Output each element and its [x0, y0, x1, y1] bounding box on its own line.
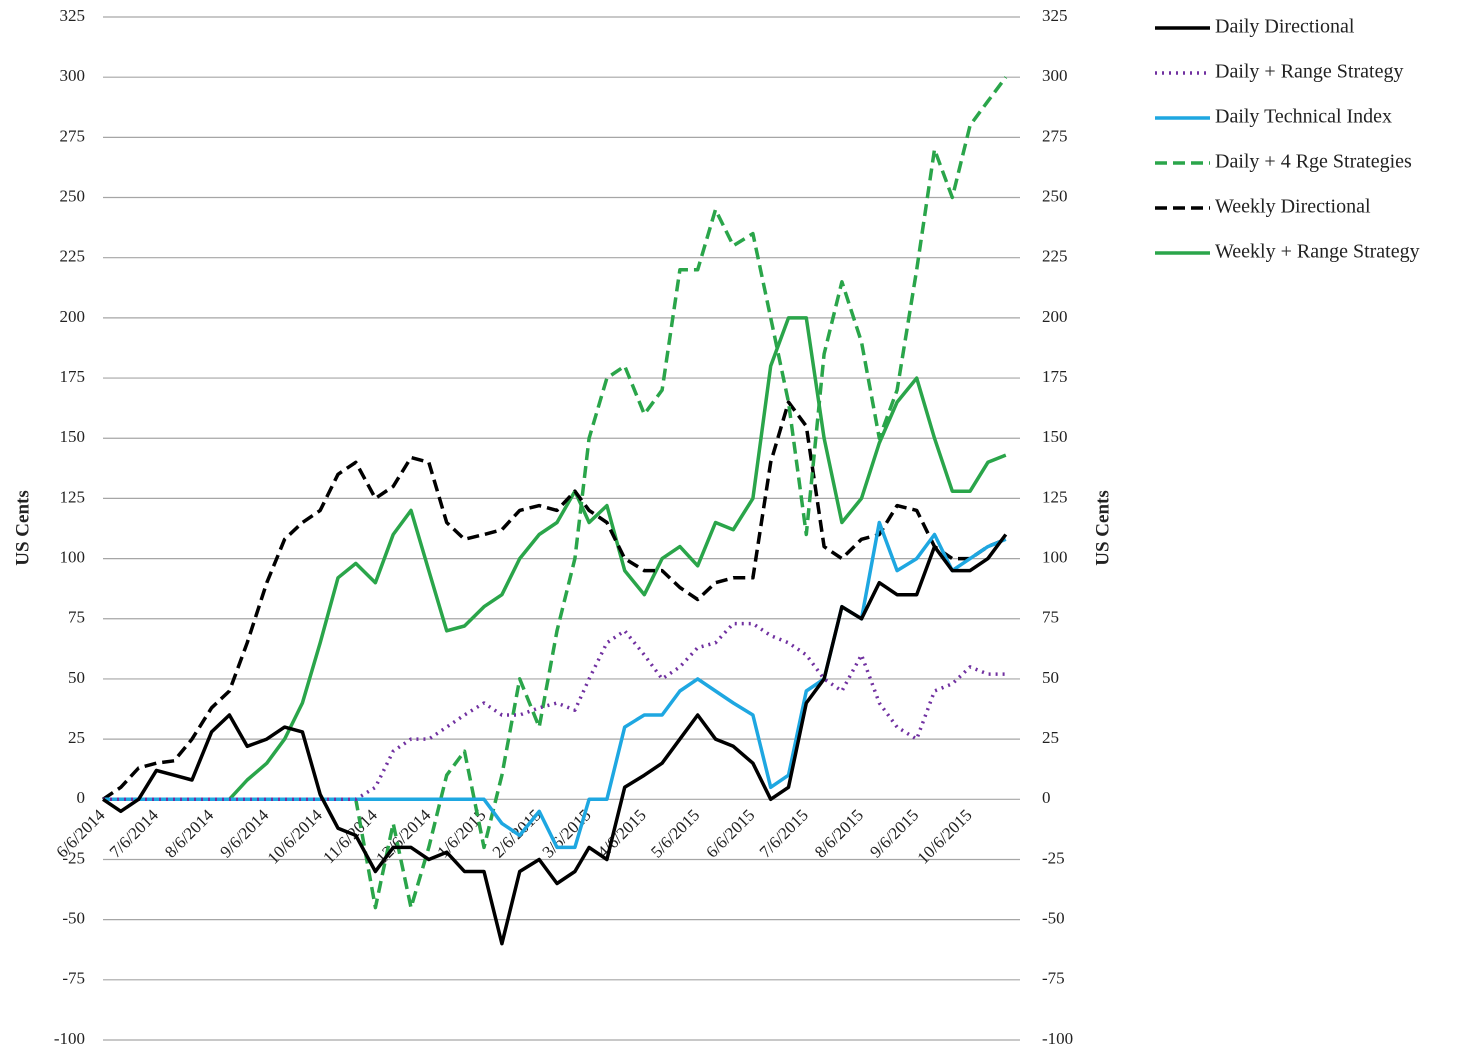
y-tick-label: 200: [60, 307, 86, 326]
series-line: [102, 533, 1008, 946]
y2-tick-label: -25: [1042, 848, 1065, 867]
y-tick-label: 225: [60, 247, 86, 266]
y-tick-label: 100: [60, 547, 86, 566]
y-tick-label: -25: [62, 848, 85, 867]
y-axis-title: US Cents: [12, 490, 33, 565]
y2-tick-label: 250: [1042, 186, 1068, 205]
legend-label: Daily Directional: [1215, 16, 1355, 38]
y2-tick-label: 100: [1042, 547, 1068, 566]
y-tick-label: 50: [68, 668, 85, 687]
y2-tick-label: 125: [1042, 487, 1068, 506]
y-tick-label: 0: [77, 788, 86, 807]
x-tick-label: 8/6/2014: [161, 805, 218, 862]
y2-tick-label: 300: [1042, 66, 1068, 85]
y2-axis-title: US Cents: [1092, 490, 1113, 565]
y-tick-label: 175: [60, 367, 86, 386]
y-tick-label: 275: [60, 126, 86, 145]
x-tick-label: 7/6/2015: [756, 805, 812, 861]
y2-tick-label: 25: [1042, 728, 1059, 747]
y-tick-label: -50: [62, 909, 85, 928]
y2-tick-label: 200: [1042, 307, 1068, 326]
x-tick-label: 7/6/2014: [106, 805, 163, 862]
y2-tick-label: -100: [1042, 1029, 1073, 1048]
y2-tick-label: 50: [1042, 668, 1059, 687]
series-line: [103, 76, 1008, 910]
legend-label: Daily + 4 Rge Strategies: [1215, 151, 1412, 173]
y2-tick-label: -50: [1042, 909, 1065, 928]
x-tick-label: 5/6/2015: [647, 805, 703, 861]
series-line: [102, 400, 1007, 801]
y-tick-label: 125: [60, 487, 86, 506]
y-tick-label: 325: [60, 6, 86, 25]
series-line: [103, 316, 1007, 802]
y2-tick-label: 75: [1042, 608, 1059, 627]
legend-label: Weekly + Range Strategy: [1215, 241, 1420, 263]
y2-tick-label: -75: [1042, 969, 1065, 988]
y2-tick-label: 150: [1042, 427, 1068, 446]
x-tick-label: 11/6/2014: [319, 805, 381, 867]
legend-label: Daily Technical Index: [1215, 106, 1392, 128]
legend-label: Daily + Range Strategy: [1215, 61, 1403, 83]
y2-tick-label: 225: [1042, 247, 1068, 266]
y-tick-label: 300: [60, 66, 86, 85]
x-tick-label: 10/6/2015: [914, 805, 976, 867]
x-tick-label: 10/6/2014: [264, 805, 327, 868]
y2-tick-label: 275: [1042, 126, 1068, 145]
y-tick-label: 25: [68, 728, 85, 747]
y-tick-label: -100: [54, 1029, 85, 1048]
y-tick-label: 75: [68, 608, 85, 627]
y2-tick-label: 325: [1042, 6, 1068, 25]
series-line: [103, 520, 1007, 850]
y2-tick-label: 175: [1042, 367, 1068, 386]
y-tick-label: 250: [60, 186, 86, 205]
x-tick-label: 6/6/2015: [702, 805, 758, 861]
y-tick-label: 150: [60, 427, 86, 446]
x-tick-label: 8/6/2015: [811, 805, 867, 861]
legend-label: Weekly Directional: [1215, 196, 1371, 218]
x-tick-label: 4/6/2015: [594, 805, 650, 861]
y-tick-label: -75: [62, 969, 85, 988]
y2-tick-label: 0: [1042, 788, 1051, 807]
